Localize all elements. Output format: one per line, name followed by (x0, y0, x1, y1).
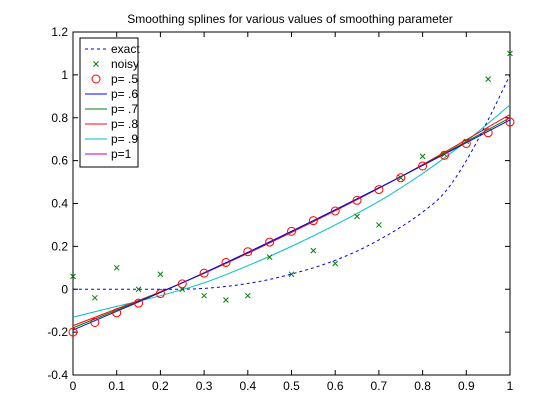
legend-box (79, 37, 139, 168)
p-05-point-marker (177, 279, 187, 289)
p-05-point-marker (330, 206, 340, 216)
chart-title: Smoothing splines for various values of … (127, 12, 453, 26)
noisy-point-marker (419, 153, 426, 160)
noisy-point-marker (485, 76, 492, 83)
p-05-point-marker (461, 138, 471, 148)
series-p-6 (72, 119, 511, 331)
p-05-point-marker (308, 216, 318, 226)
x-tick-label: 0.6 (327, 379, 344, 393)
legend-label-p-1: p=1 (111, 147, 132, 161)
noisy-point-marker (310, 247, 317, 254)
x-tick-label: 0 (70, 379, 77, 393)
legend-label-p-8: p= .8 (111, 117, 138, 131)
y-tick-label: -0.4 (47, 368, 68, 382)
p-05-point-marker (483, 128, 493, 138)
noisy-point-marker (135, 286, 142, 293)
p-05-point-marker (243, 247, 253, 257)
plot-area-frame (72, 31, 511, 376)
y-tick-label: 0.4 (51, 197, 68, 211)
p-05-point-marker (112, 308, 122, 318)
y-tick-label: 1 (61, 68, 68, 82)
p-05-point-marker (155, 289, 165, 299)
legend-label-p-5: p= .5 (111, 72, 138, 86)
noisy-point-marker (376, 222, 382, 228)
p-05-point-marker (418, 161, 428, 171)
x-tick-label: 0.2 (152, 379, 169, 393)
p-05-point-marker (265, 237, 275, 247)
p-05-point-marker (505, 117, 515, 127)
series-p-5 (68, 117, 515, 337)
legend-label-noisy: noisy (111, 57, 139, 71)
x-tick-label: 0.8 (414, 379, 431, 393)
x-tick-label: 1 (507, 379, 514, 393)
legend-label-exact: exact (111, 42, 140, 56)
noisy-point-marker (397, 174, 404, 181)
y-tick-label: -0.2 (47, 325, 68, 339)
y-tick-label: 0.6 (51, 154, 68, 168)
p-05-point-marker (287, 226, 296, 236)
series-p-9 (72, 104, 511, 318)
noisy-point-marker (441, 151, 448, 158)
noisy-point-marker (91, 294, 98, 301)
noisy-point-marker (157, 271, 164, 278)
p-05-point-marker (134, 298, 144, 308)
noisy-point-marker (244, 292, 251, 299)
p-05-point-marker (199, 268, 209, 278)
noisy-point-marker (507, 50, 513, 57)
noisy-point-marker (332, 260, 339, 267)
x-tick-label: 0.3 (196, 379, 213, 393)
y-tick-label: 0.8 (51, 111, 68, 125)
p-05-point-marker (396, 173, 406, 183)
noisy-point-marker (223, 297, 229, 303)
p-05-point-marker (374, 185, 384, 195)
p-05-point-marker (352, 195, 362, 205)
legend-label-p-9: p= .9 (111, 132, 138, 146)
x-tick-label: 0.7 (371, 379, 388, 393)
y-tick-label: 0 (61, 282, 68, 296)
axes: 0 0.1 0.2 0.3 0.4 0.5 0.6 0.7 0.8 0.9 1 -0.4 -0.2 0 0.… (47, 25, 513, 393)
series-noisy (70, 50, 513, 303)
x-tick-label: 0.9 (458, 379, 475, 393)
p-05-point-marker (439, 150, 449, 160)
series-exact (73, 74, 511, 290)
noisy-point-marker (288, 271, 295, 278)
x-tick-label: 0.5 (283, 379, 300, 393)
noisy-point-marker (113, 264, 120, 271)
series-layer (68, 50, 515, 337)
y-tick-label: 0.2 (51, 239, 68, 253)
legend-key-p-5 (91, 74, 101, 84)
x-tick-label: 0.4 (239, 379, 256, 393)
x-tick-label: 0.1 (108, 379, 125, 393)
noisy-point-marker (354, 213, 360, 220)
noisy-point-marker (266, 254, 273, 260)
legend-label-p-6: p= .6 (111, 87, 138, 101)
legend-label-p-7: p= .7 (111, 102, 138, 116)
noisy-point-marker (201, 292, 207, 299)
noisy-point-marker (70, 273, 76, 280)
p-05-point-marker (68, 327, 78, 337)
p-05-point-marker (90, 317, 100, 327)
y-tick-label: 1.2 (51, 25, 68, 39)
legend-key-noisy (93, 61, 99, 67)
p-05-point-marker (221, 257, 231, 267)
